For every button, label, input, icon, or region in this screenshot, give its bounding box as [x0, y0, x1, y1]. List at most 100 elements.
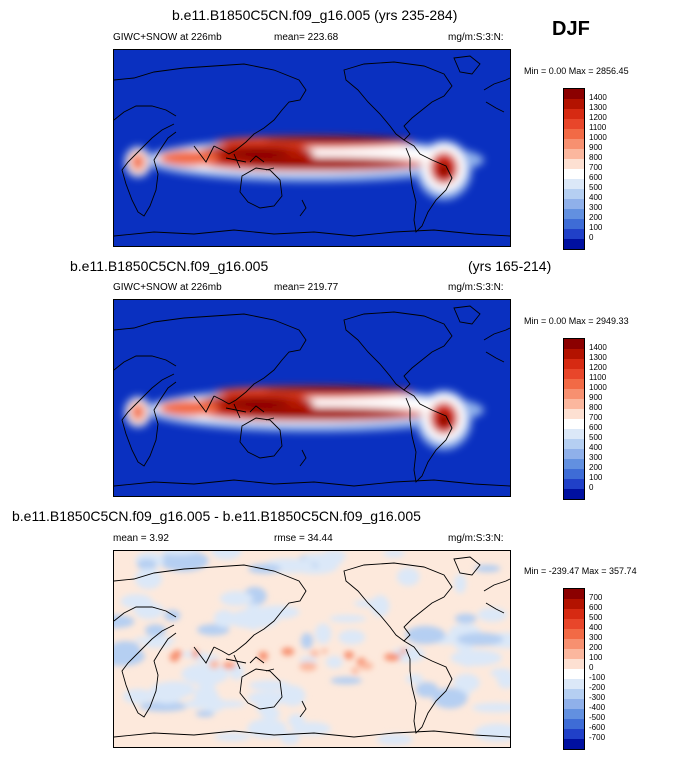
colorbar-label: 300	[589, 633, 603, 642]
colorbar-swatch	[564, 229, 584, 239]
colorbar-label: 600	[589, 603, 603, 612]
colorbar-swatch	[564, 369, 584, 379]
panel1-units: mg/m:S:3:N:	[448, 32, 504, 43]
contour-map	[114, 50, 510, 246]
panel2-colorbar	[563, 338, 585, 500]
colorbar-swatch	[564, 219, 584, 229]
colorbar-label: 100	[589, 473, 603, 482]
colorbar-swatch	[564, 649, 584, 659]
colorbar-label: 1100	[589, 373, 607, 382]
colorbar-swatch	[564, 199, 584, 209]
colorbar-swatch	[564, 389, 584, 399]
colorbar-swatch	[564, 209, 584, 219]
colorbar-swatch	[564, 189, 584, 199]
panel3-minmax: Min = -239.47 Max = 357.74	[524, 566, 637, 576]
colorbar-swatch	[564, 669, 584, 679]
colorbar-label: 600	[589, 173, 603, 182]
colorbar-swatch	[564, 699, 584, 709]
colorbar-swatch	[564, 709, 584, 719]
panel2-minmax: Min = 0.00 Max = 2949.33	[524, 316, 629, 326]
colorbar-swatch	[564, 139, 584, 149]
colorbar-label: 300	[589, 203, 603, 212]
colorbar-swatch	[564, 599, 584, 609]
colorbar-swatch	[564, 719, 584, 729]
colorbar-label: 1000	[589, 383, 607, 392]
colorbar-swatch	[564, 739, 584, 749]
colorbar-swatch	[564, 89, 584, 99]
colorbar-label: 700	[589, 163, 603, 172]
colorbar-label: 900	[589, 143, 603, 152]
panel3-mean: mean = 3.92	[113, 533, 169, 544]
coastlines	[114, 556, 510, 738]
colorbar-swatch	[564, 99, 584, 109]
colorbar-label: 800	[589, 153, 603, 162]
colorbar-swatch	[564, 409, 584, 419]
colorbar-swatch	[564, 399, 584, 409]
colorbar-label: 200	[589, 643, 603, 652]
colorbar-swatch	[564, 679, 584, 689]
panel2-mean: mean= 219.77	[274, 282, 339, 293]
colorbar-label: 800	[589, 403, 603, 412]
colorbar-label: 1200	[589, 363, 607, 372]
colorbar-label: 0	[589, 663, 594, 672]
panel1-mean: mean= 223.68	[274, 32, 339, 43]
colorbar-swatch	[564, 449, 584, 459]
colorbar-label: 400	[589, 623, 603, 632]
colorbar-swatch	[564, 239, 584, 249]
colorbar-swatch	[564, 429, 584, 439]
colorbar-label: 400	[589, 443, 603, 452]
season-label: DJF	[552, 18, 590, 40]
colorbar-swatch	[564, 179, 584, 189]
colorbar-label: -700	[589, 733, 606, 742]
colorbar-swatch	[564, 109, 584, 119]
colorbar-swatch	[564, 159, 584, 169]
colorbar-label: 100	[589, 223, 603, 232]
colorbar-label: -400	[589, 703, 606, 712]
panel1-variable: GIWC+SNOW at 226mb	[113, 32, 222, 43]
colorbar-swatch	[564, 119, 584, 129]
colorbar-label: 1400	[589, 93, 607, 102]
colorbar-label: 500	[589, 433, 603, 442]
colorbar-label: 1300	[589, 353, 607, 362]
colorbar-label: -500	[589, 713, 606, 722]
colorbar-swatch	[564, 479, 584, 489]
colorbar-label: 0	[589, 233, 594, 242]
colorbar-label: 400	[589, 193, 603, 202]
colorbar-label: 1300	[589, 103, 607, 112]
colorbar-label: 700	[589, 593, 603, 602]
colorbar-label: 0	[589, 483, 594, 492]
colorbar-swatch	[564, 589, 584, 599]
colorbar-swatch	[564, 379, 584, 389]
colorbar-label: 1100	[589, 123, 607, 132]
panel1-colorbar	[563, 88, 585, 250]
panel1-minmax: Min = 0.00 Max = 2856.45	[524, 66, 629, 76]
colorbar-label: 700	[589, 413, 603, 422]
colorbar-label: -100	[589, 673, 606, 682]
colorbar-label: 100	[589, 653, 603, 662]
colorbar-swatch	[564, 169, 584, 179]
colorbar-label: -600	[589, 723, 606, 732]
colorbar-label: 200	[589, 463, 603, 472]
colorbar-label: 1000	[589, 133, 607, 142]
colorbar-swatch	[564, 129, 584, 139]
colorbar-swatch	[564, 459, 584, 469]
panel2-map	[113, 299, 511, 497]
colorbar-label: 500	[589, 613, 603, 622]
colorbar-swatch	[564, 349, 584, 359]
colorbar-swatch	[564, 619, 584, 629]
colorbar-swatch	[564, 659, 584, 669]
colorbar-swatch	[564, 629, 584, 639]
colorbar-label: 200	[589, 213, 603, 222]
panel3-rmse: rmse = 34.44	[274, 533, 333, 544]
colorbar-swatch	[564, 149, 584, 159]
colorbar-swatch	[564, 339, 584, 349]
colorbar-swatch	[564, 469, 584, 479]
panel2-variable: GIWC+SNOW at 226mb	[113, 282, 222, 293]
colorbar-swatch	[564, 729, 584, 739]
colorbar-swatch	[564, 639, 584, 649]
colorbar-swatch	[564, 489, 584, 499]
panel3-units: mg/m:S:3:N:	[448, 533, 504, 544]
panel2-units: mg/m:S:3:N:	[448, 282, 504, 293]
colorbar-swatch	[564, 609, 584, 619]
colorbar-label: 500	[589, 183, 603, 192]
